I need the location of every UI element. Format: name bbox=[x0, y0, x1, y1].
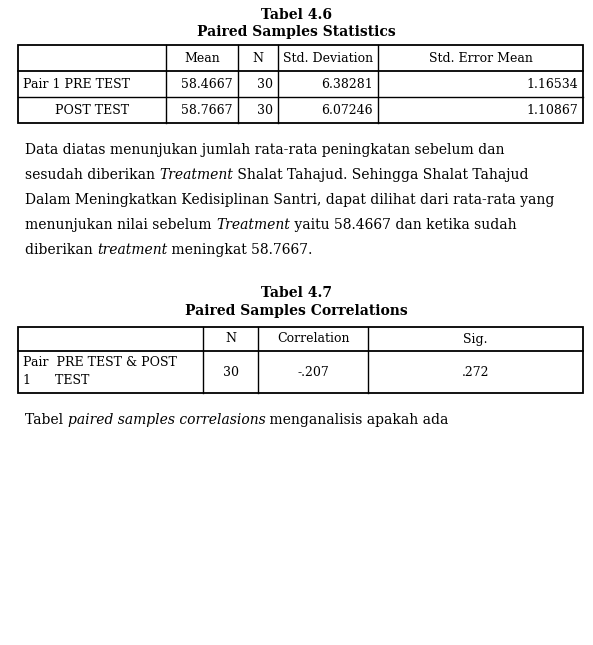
Text: Tabel 4.7: Tabel 4.7 bbox=[261, 286, 332, 300]
Text: 1.16534: 1.16534 bbox=[526, 77, 578, 90]
Text: sesudah diberikan: sesudah diberikan bbox=[25, 168, 160, 182]
Text: Pair  PRE TEST & POST: Pair PRE TEST & POST bbox=[23, 357, 177, 370]
Text: Data diatas menunjukan jumlah rata-rata peningkatan sebelum dan: Data diatas menunjukan jumlah rata-rata … bbox=[25, 143, 505, 157]
Text: 1      TEST: 1 TEST bbox=[23, 375, 90, 388]
Text: Tabel 4.6: Tabel 4.6 bbox=[261, 8, 332, 22]
Text: 6.07246: 6.07246 bbox=[321, 103, 373, 117]
Text: Correlation: Correlation bbox=[277, 333, 349, 346]
Text: Tabel: Tabel bbox=[25, 413, 68, 427]
Text: menganalisis apakah ada: menganalisis apakah ada bbox=[265, 413, 449, 427]
Text: paired samples correlasions: paired samples correlasions bbox=[68, 413, 265, 427]
Text: 30: 30 bbox=[222, 366, 238, 379]
Bar bbox=[18, 327, 583, 393]
Bar bbox=[18, 45, 583, 123]
Text: 30: 30 bbox=[257, 103, 273, 117]
Text: -.207: -.207 bbox=[297, 366, 329, 379]
Text: treatment: treatment bbox=[97, 243, 167, 257]
Text: Mean: Mean bbox=[184, 52, 220, 64]
Text: Treatment: Treatment bbox=[160, 168, 233, 182]
Text: 1.10867: 1.10867 bbox=[526, 103, 578, 117]
Text: Std. Deviation: Std. Deviation bbox=[283, 52, 373, 64]
Text: Dalam Meningkatkan Kedisiplinan Santri, dapat dilihat dari rata-rata yang: Dalam Meningkatkan Kedisiplinan Santri, … bbox=[25, 193, 554, 207]
Text: meningkat 58.7667.: meningkat 58.7667. bbox=[167, 243, 313, 257]
Text: 6.38281: 6.38281 bbox=[321, 77, 373, 90]
Text: N: N bbox=[225, 333, 236, 346]
Text: Std. Error Mean: Std. Error Mean bbox=[429, 52, 533, 64]
Text: N: N bbox=[253, 52, 263, 64]
Text: Shalat Tahajud. Sehingga Shalat Tahajud: Shalat Tahajud. Sehingga Shalat Tahajud bbox=[233, 168, 529, 182]
Text: menunjukan nilai sebelum: menunjukan nilai sebelum bbox=[25, 218, 216, 232]
Text: Paired Samples Statistics: Paired Samples Statistics bbox=[197, 25, 396, 39]
Text: Sig.: Sig. bbox=[463, 333, 488, 346]
Text: POST TEST: POST TEST bbox=[55, 103, 129, 117]
Text: Paired Samples Correlations: Paired Samples Correlations bbox=[185, 304, 408, 318]
Text: 58.7667: 58.7667 bbox=[181, 103, 233, 117]
Text: .272: .272 bbox=[462, 366, 489, 379]
Text: Pair 1 PRE TEST: Pair 1 PRE TEST bbox=[23, 77, 130, 90]
Text: yaitu 58.4667 dan ketika sudah: yaitu 58.4667 dan ketika sudah bbox=[290, 218, 517, 232]
Text: 30: 30 bbox=[257, 77, 273, 90]
Text: 58.4667: 58.4667 bbox=[181, 77, 233, 90]
Text: diberikan: diberikan bbox=[25, 243, 97, 257]
Text: Treatment: Treatment bbox=[216, 218, 290, 232]
